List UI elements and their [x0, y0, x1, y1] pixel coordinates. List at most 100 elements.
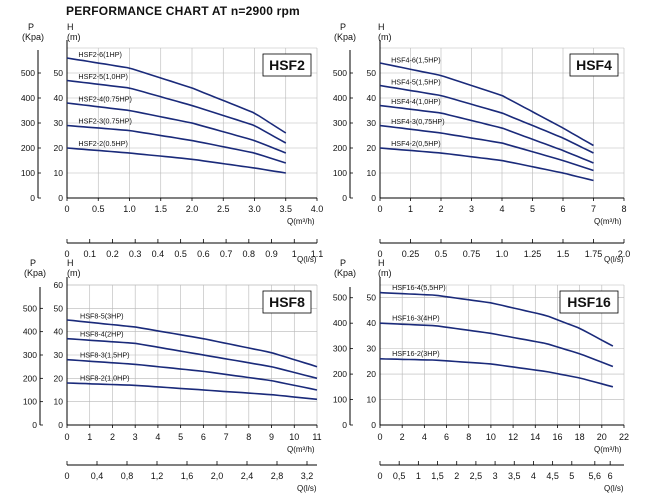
x2-tick-label: 0,5 — [393, 471, 406, 481]
x2-tick-label: 3,5 — [508, 471, 521, 481]
x2-tick-label: 0,4 — [91, 471, 104, 481]
pressure-tick-label: 400 — [23, 327, 37, 337]
series-label: HSF4-4(1,0HP) — [391, 97, 441, 106]
series-line — [66, 79, 287, 144]
pressure-tick-label: 300 — [333, 118, 347, 128]
x2-tick-label: 2,5 — [470, 471, 483, 481]
x2-tick-label: 2,0 — [211, 471, 224, 481]
head-unit-label: (m) — [378, 32, 392, 42]
x-tick-label: 4 — [155, 432, 160, 442]
x-tick-label: 2 — [438, 204, 443, 214]
pressure-tick-label: 0 — [32, 420, 37, 430]
x-tick-label: 12 — [508, 432, 518, 442]
series-line — [66, 319, 318, 368]
x2-tick-label: 1,6 — [181, 471, 194, 481]
x-tick-label: 0 — [377, 432, 382, 442]
pressure-tick-label: 400 — [333, 318, 347, 328]
pressure-axis-label: P — [30, 258, 36, 268]
x2-tick-label: 0.75 — [463, 249, 481, 259]
x-tick-label: 10 — [486, 432, 496, 442]
x-tick-label: 4 — [422, 432, 427, 442]
x2-tick-label: 0 — [64, 471, 69, 481]
x2-tick-label: 0.6 — [197, 249, 210, 259]
x2-tick-label: 2,8 — [271, 471, 284, 481]
pressure-tick-label: 300 — [333, 344, 347, 354]
x-tick-label: 1.5 — [154, 204, 167, 214]
series-label: HSF4-5(1,5HP) — [391, 77, 441, 86]
y-tick-label: 20 — [54, 143, 64, 153]
x2-tick-label: 5 — [569, 471, 574, 481]
x2-axis-label: Q(l/s) — [604, 484, 624, 493]
x2-tick-label: 5,6 — [589, 471, 602, 481]
x-tick-label: 5 — [530, 204, 535, 214]
x-tick-label: 9 — [269, 432, 274, 442]
x2-tick-label: 4,5 — [546, 471, 559, 481]
pressure-tick-label: 0 — [342, 420, 347, 430]
x-tick-label: 1 — [87, 432, 92, 442]
series-line — [66, 147, 286, 174]
series-label: HSF2-3(0.75HP) — [78, 116, 132, 125]
y-tick-label: 10 — [367, 395, 377, 405]
series-line — [66, 337, 318, 380]
model-title: HSF4 — [576, 57, 612, 73]
series-line — [66, 358, 318, 391]
series-line — [379, 62, 594, 147]
y-tick-label: 20 — [367, 369, 377, 379]
series-label: HSF2-5(1,0HP) — [78, 72, 128, 81]
x2-tick-label: 0,8 — [121, 471, 134, 481]
x-tick-label: 1.0 — [123, 204, 136, 214]
series-label: HSF16-3(4HP) — [392, 314, 440, 323]
series-line — [379, 104, 594, 164]
pressure-tick-label: 400 — [333, 93, 347, 103]
y-tick-label: 30 — [367, 118, 377, 128]
x-tick-label: 2.5 — [217, 204, 230, 214]
x2-tick-label: 0.25 — [402, 249, 420, 259]
series-line — [66, 102, 287, 154]
series-label: HSF8-2(1,0HP) — [80, 373, 130, 382]
x-tick-label: 16 — [552, 432, 562, 442]
pressure-unit-label: (Kpa) — [334, 32, 356, 42]
x2-tick-label: 4 — [531, 471, 536, 481]
y-tick-label: 30 — [54, 350, 64, 360]
x-tick-label: 3.0 — [248, 204, 261, 214]
x-tick-label: 6 — [560, 204, 565, 214]
x-tick-label: 10 — [289, 432, 299, 442]
y-tick-label: 20 — [54, 373, 64, 383]
y-tick-label: 50 — [54, 68, 64, 78]
model-title: HSF16 — [567, 294, 611, 310]
x-tick-label: 20 — [597, 432, 607, 442]
x2-axis-label: Q(l/s) — [604, 255, 624, 264]
page-title: PERFORMANCE CHART AT n=2900 rpm — [66, 4, 300, 18]
series-label: HSF16-2(3HP) — [392, 349, 440, 358]
pressure-tick-label: 0 — [342, 193, 347, 203]
series-label: HSF4-2(0,5HP) — [391, 139, 441, 148]
model-title-box — [262, 290, 312, 314]
x-tick-label: 0 — [64, 204, 69, 214]
series-line — [379, 358, 614, 388]
x2-tick-label: 0.4 — [152, 249, 165, 259]
pressure-tick-label: 200 — [333, 143, 347, 153]
series-line — [379, 322, 614, 368]
pressure-tick-label: 300 — [21, 118, 35, 128]
x2-tick-label: 1.0 — [496, 249, 509, 259]
x-tick-label: 5 — [178, 432, 183, 442]
x2-tick-label: 1 — [416, 471, 421, 481]
series-label: HSF2-6(1HP) — [78, 50, 122, 59]
x2-tick-label: 3,2 — [301, 471, 314, 481]
x-tick-label: 8 — [621, 204, 626, 214]
pressure-tick-label: 200 — [23, 373, 37, 383]
y-tick-label: 10 — [54, 168, 64, 178]
x-tick-label: 4 — [499, 204, 504, 214]
x-tick-label: 6 — [201, 432, 206, 442]
y-tick-label: 30 — [367, 344, 377, 354]
x-tick-label: 3.5 — [279, 204, 292, 214]
x2-tick-label: 1.5 — [557, 249, 570, 259]
x-tick-label: 7 — [591, 204, 596, 214]
x2-tick-label: 0.2 — [106, 249, 119, 259]
x2-tick-label: 0.5 — [435, 249, 448, 259]
series-label: HSF8-4(2HP) — [80, 330, 124, 339]
series-line — [66, 124, 287, 164]
series-label: HSF4-3(0,75HP) — [391, 117, 445, 126]
